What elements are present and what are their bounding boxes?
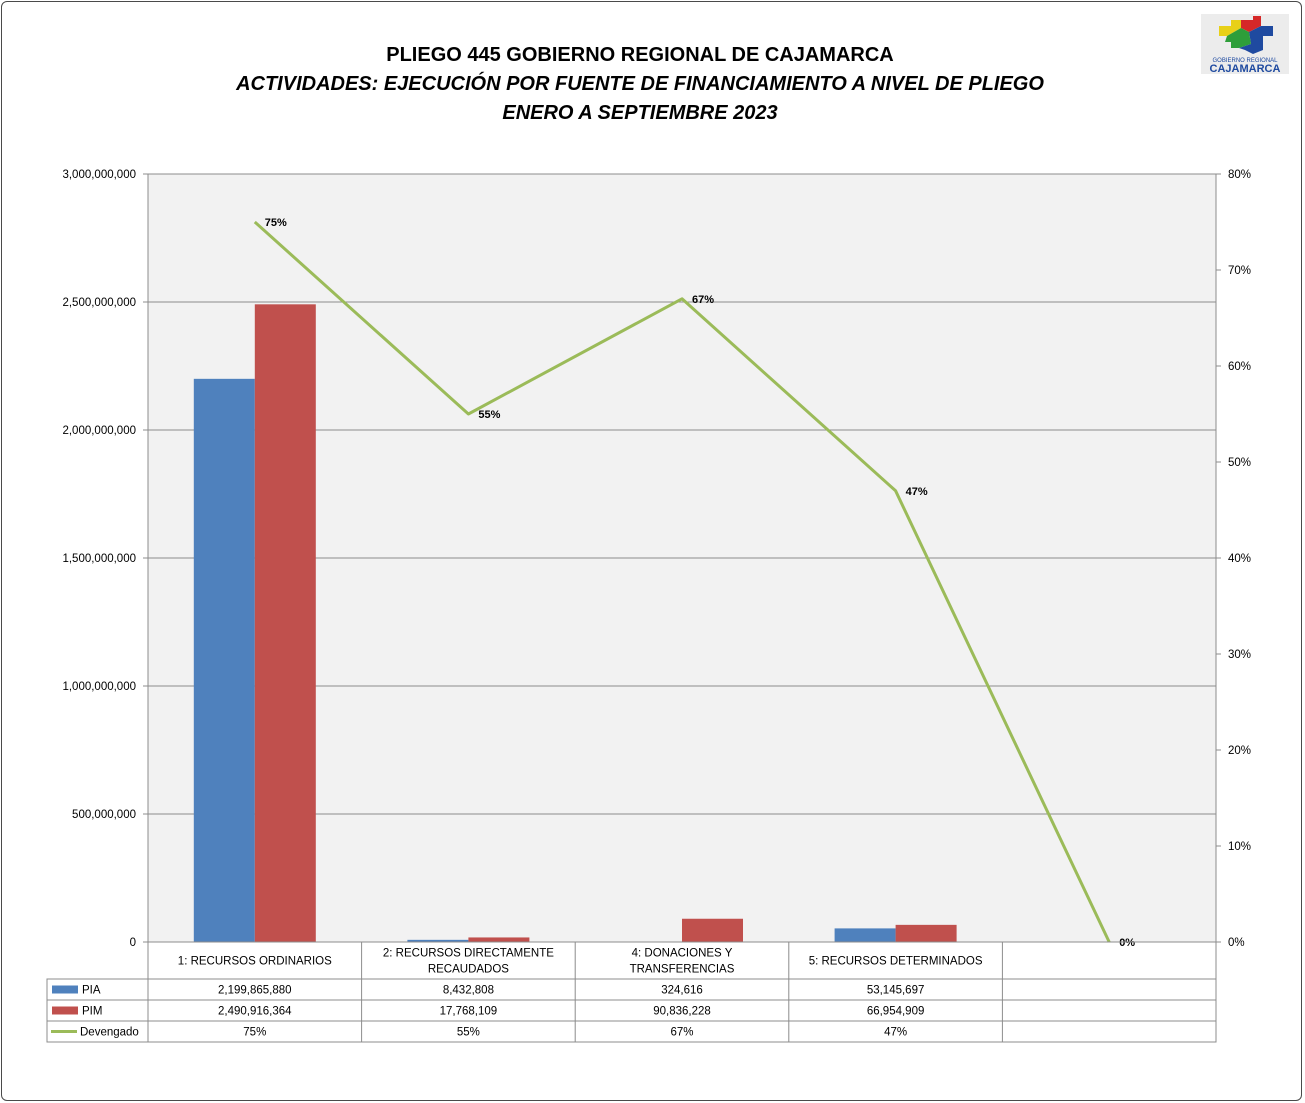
right-axis-tick-label: 70% <box>1228 265 1251 277</box>
category-label: 4: DONACIONES Y <box>632 948 733 960</box>
right-axis-tick-label: 80% <box>1228 169 1251 181</box>
category-label: 5: RECURSOS DETERMINADOS <box>809 956 983 968</box>
right-axis-tick-label: 40% <box>1228 553 1251 565</box>
table-cell: 75% <box>243 1027 266 1039</box>
table-cell: 53,145,697 <box>867 985 925 997</box>
right-axis-tick-label: 30% <box>1228 649 1251 661</box>
category-label: 1: RECURSOS ORDINARIOS <box>178 956 332 968</box>
category-label: TRANSFERENCIAS <box>630 964 735 976</box>
left-axis-tick-label: 1,000,000,000 <box>62 681 136 693</box>
logo-emblem-icon <box>1219 16 1273 54</box>
bar-pia <box>193 378 255 942</box>
legend-key-pia <box>52 985 78 994</box>
right-axis-tick-label: 50% <box>1228 457 1251 469</box>
legend-label-devengado: Devengado <box>80 1027 139 1039</box>
point-label: 0% <box>1119 937 1135 949</box>
right-axis-tick-label: 20% <box>1228 745 1251 757</box>
left-axis-tick-label: 3,000,000,000 <box>62 169 136 181</box>
table-cell: 324,616 <box>661 985 703 997</box>
table-cell: 66,954,909 <box>867 1006 925 1018</box>
chart-period: ENERO A SEPTIEMBRE 2023 <box>502 102 778 124</box>
category-label: RECAUDADOS <box>428 964 509 976</box>
table-cell: 55% <box>457 1027 480 1039</box>
chart-subtitle: ACTIVIDADES: EJECUCIÓN POR FUENTE DE FIN… <box>236 73 1044 95</box>
category-label: 2: RECURSOS DIRECTAMENTE <box>383 948 554 960</box>
right-axis-tick-label: 10% <box>1228 841 1251 853</box>
left-axis-tick-label: 1,500,000,000 <box>62 553 136 565</box>
bar-pia <box>834 928 896 942</box>
point-label: 55% <box>478 409 500 421</box>
right-axis-tick-label: 60% <box>1228 361 1251 373</box>
table-cell: 2,490,916,364 <box>218 1006 292 1018</box>
point-label: 47% <box>906 486 928 498</box>
bar-pim <box>254 304 316 942</box>
table-cell: 17,768,109 <box>440 1006 498 1018</box>
left-axis-tick-label: 2,000,000,000 <box>62 425 136 437</box>
bar-pim <box>895 924 957 942</box>
legend-label-pim: PIM <box>82 1006 102 1018</box>
bar-pim <box>682 918 743 942</box>
right-axis-tick-label: 0% <box>1228 937 1245 949</box>
logo-text-line2: CAJAMARCA <box>1209 63 1281 75</box>
left-axis-tick-label: 2,500,000,000 <box>62 297 136 309</box>
chart-title: PLIEGO 445 GOBIERNO REGIONAL DE CAJAMARC… <box>386 44 894 66</box>
line-devengado <box>253 220 1111 943</box>
bar-pia <box>407 939 469 942</box>
logo-text-line1: GOBIERNO REGIONAL <box>1212 58 1278 64</box>
table-cell: 2,199,865,880 <box>218 985 292 997</box>
left-axis-tick-label: 0 <box>130 937 136 949</box>
table-cell: 90,836,228 <box>653 1006 711 1018</box>
gobierno-regional-logo <box>1201 14 1289 74</box>
legend-key-pim <box>52 1006 78 1015</box>
table-cell: 47% <box>884 1027 907 1039</box>
legend-label-pia: PIA <box>82 985 101 997</box>
bar-pim <box>468 937 530 942</box>
left-axis-tick-label: 500,000,000 <box>72 809 136 821</box>
table-cell: 8,432,808 <box>443 985 494 997</box>
point-label: 75% <box>265 217 287 229</box>
table-cell: 67% <box>670 1027 693 1039</box>
point-label: 67% <box>692 294 714 306</box>
